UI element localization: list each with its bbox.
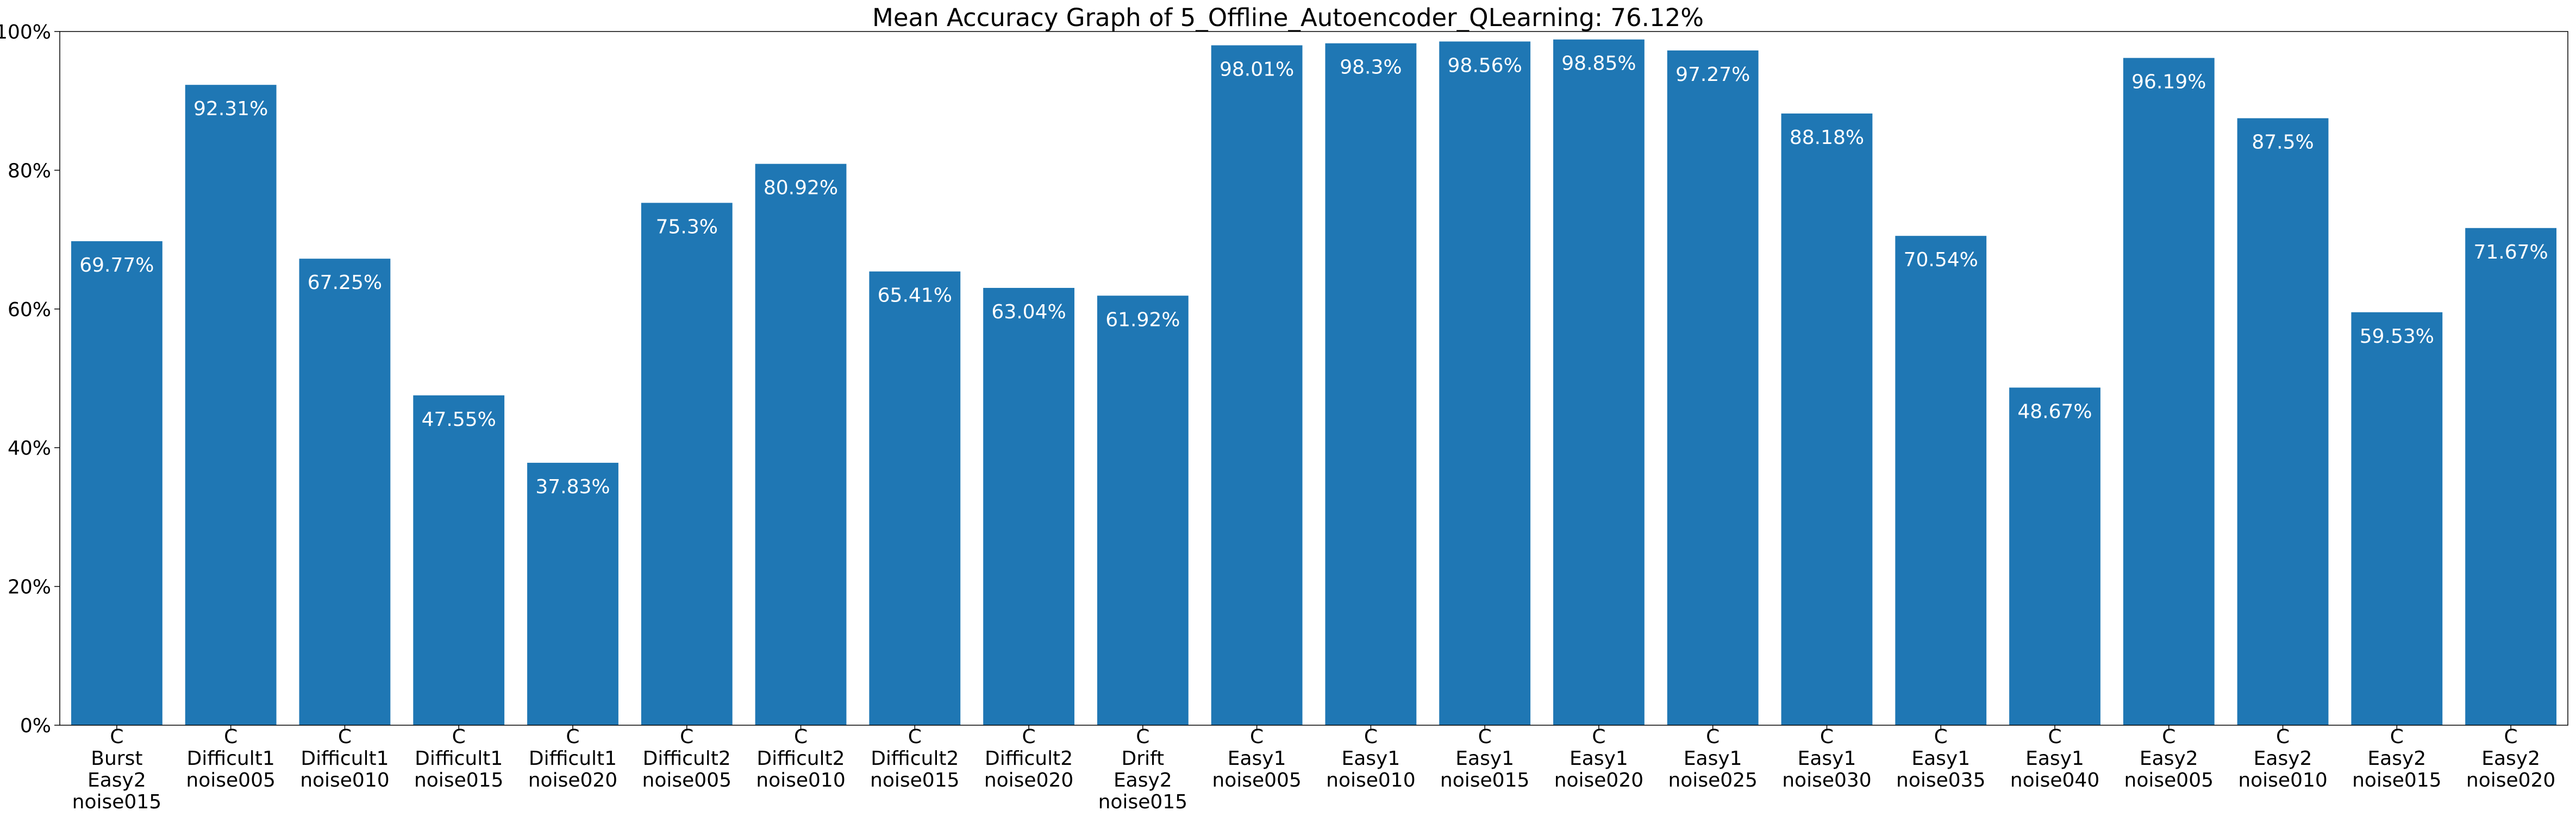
x-tick-label: C Easy2 noise015 [2352,726,2441,791]
bar-value-label: 97.27% [1675,64,1750,86]
bar-value-label: 98.3% [1340,56,1402,79]
plot-frame [59,31,2568,726]
bar [413,395,505,725]
y-tick-label: 60% [8,299,51,321]
bar-value-label: 70.54% [1904,249,1978,271]
x-tick-label: C Easy1 noise035 [1896,726,1985,791]
bar [1667,50,1759,726]
y-tick-label: 100% [0,21,51,43]
bar [1325,43,1417,726]
bar [1895,236,1987,725]
x-tick-label: C Easy2 noise005 [2124,726,2214,791]
bar [755,164,847,725]
bar [2009,387,2100,725]
bar-value-label: 65.41% [878,285,952,307]
x-tick-label: C Difficult1 noise015 [414,726,503,791]
bar-value-label: 67.25% [308,272,382,294]
x-tick-label: C Difficult1 noise010 [300,726,389,791]
bars-layer [71,39,2557,726]
bar-value-label: 92.31% [193,98,268,120]
chart-title: Mean Accuracy Graph of 5_Offline_Autoenc… [872,3,1704,32]
x-tick-label: C Drift Easy2 noise015 [1098,726,1187,813]
bar [1781,113,1873,725]
bar [641,203,733,725]
x-tick-label: C Difficult2 noise010 [756,726,845,791]
bar-value-label: 59.53% [2360,325,2434,348]
bar-value-label: 47.55% [422,409,496,431]
x-tick-label: C Burst Easy2 noise015 [72,726,161,813]
x-tick-label: C Difficult1 noise005 [186,726,275,791]
bar-value-label: 98.56% [1448,54,1522,77]
x-tick-label: C Difficult2 noise015 [870,726,959,791]
x-tick-label: C Easy1 noise025 [1668,726,1757,791]
bar-value-label: 48.67% [2017,400,2092,423]
bar [1097,296,1189,725]
bar [2465,228,2557,725]
y-tick-label: 80% [8,160,51,182]
bar-value-label: 98.85% [1561,53,1636,75]
bar-value-label: 71.67% [2473,241,2548,263]
x-tick-label: C Easy1 noise030 [1782,726,1871,791]
data-labels-layer: 69.77% 92.31% 67.25% 47.55% 37.83% 75.3% 80.92… [79,53,2548,498]
x-tick-label: C Easy1 noise015 [1440,726,1529,791]
x-tick-label: C Easy2 noise020 [2466,726,2555,791]
x-tick-label: C Difficult2 noise020 [984,726,1073,791]
bar-value-label: 75.3% [656,216,718,238]
bar [527,462,618,725]
bar-value-label: 98.01% [1220,58,1294,80]
bar-value-label: 96.19% [2131,71,2206,93]
y-tick-label: 40% [8,437,51,460]
bar-value-label: 87.5% [2252,131,2314,154]
x-tick-label: C Easy1 noise040 [2010,726,2099,791]
bar [1553,39,1645,725]
bar [2237,118,2329,725]
bar [299,259,391,725]
bar [185,85,277,725]
bar [869,271,961,725]
bar-value-label: 69.77% [79,254,154,276]
bar [2123,58,2215,726]
x-tick-label: C Difficult1 noise020 [528,726,617,791]
bar-value-label: 37.83% [535,476,610,498]
bar [1439,41,1531,726]
x-tick-label: C Easy2 noise010 [2238,726,2327,791]
y-axis: 0% 20% 40% 60% 80% 100% [0,21,60,737]
bar [983,287,1074,725]
bar [1211,45,1303,725]
bar-value-label: 61.92% [1105,309,1180,331]
x-tick-label: C Easy1 noise010 [1326,726,1415,791]
x-tick-label: C Easy1 noise005 [1212,726,1301,791]
bar [71,241,162,725]
bar-value-label: 88.18% [1790,127,1864,149]
x-tick-label: C Easy1 noise020 [1554,726,1643,791]
y-tick-label: 0% [20,715,51,737]
y-tick-label: 20% [8,576,51,599]
x-tick-label: C Difficult2 noise005 [642,726,731,791]
bar-value-label: 80.92% [764,177,838,199]
bar-value-label: 63.04% [991,301,1066,323]
x-axis: C Burst Easy2 noise015 C Difficult1 noise005 C D… [72,725,2555,813]
bar [2351,312,2443,725]
